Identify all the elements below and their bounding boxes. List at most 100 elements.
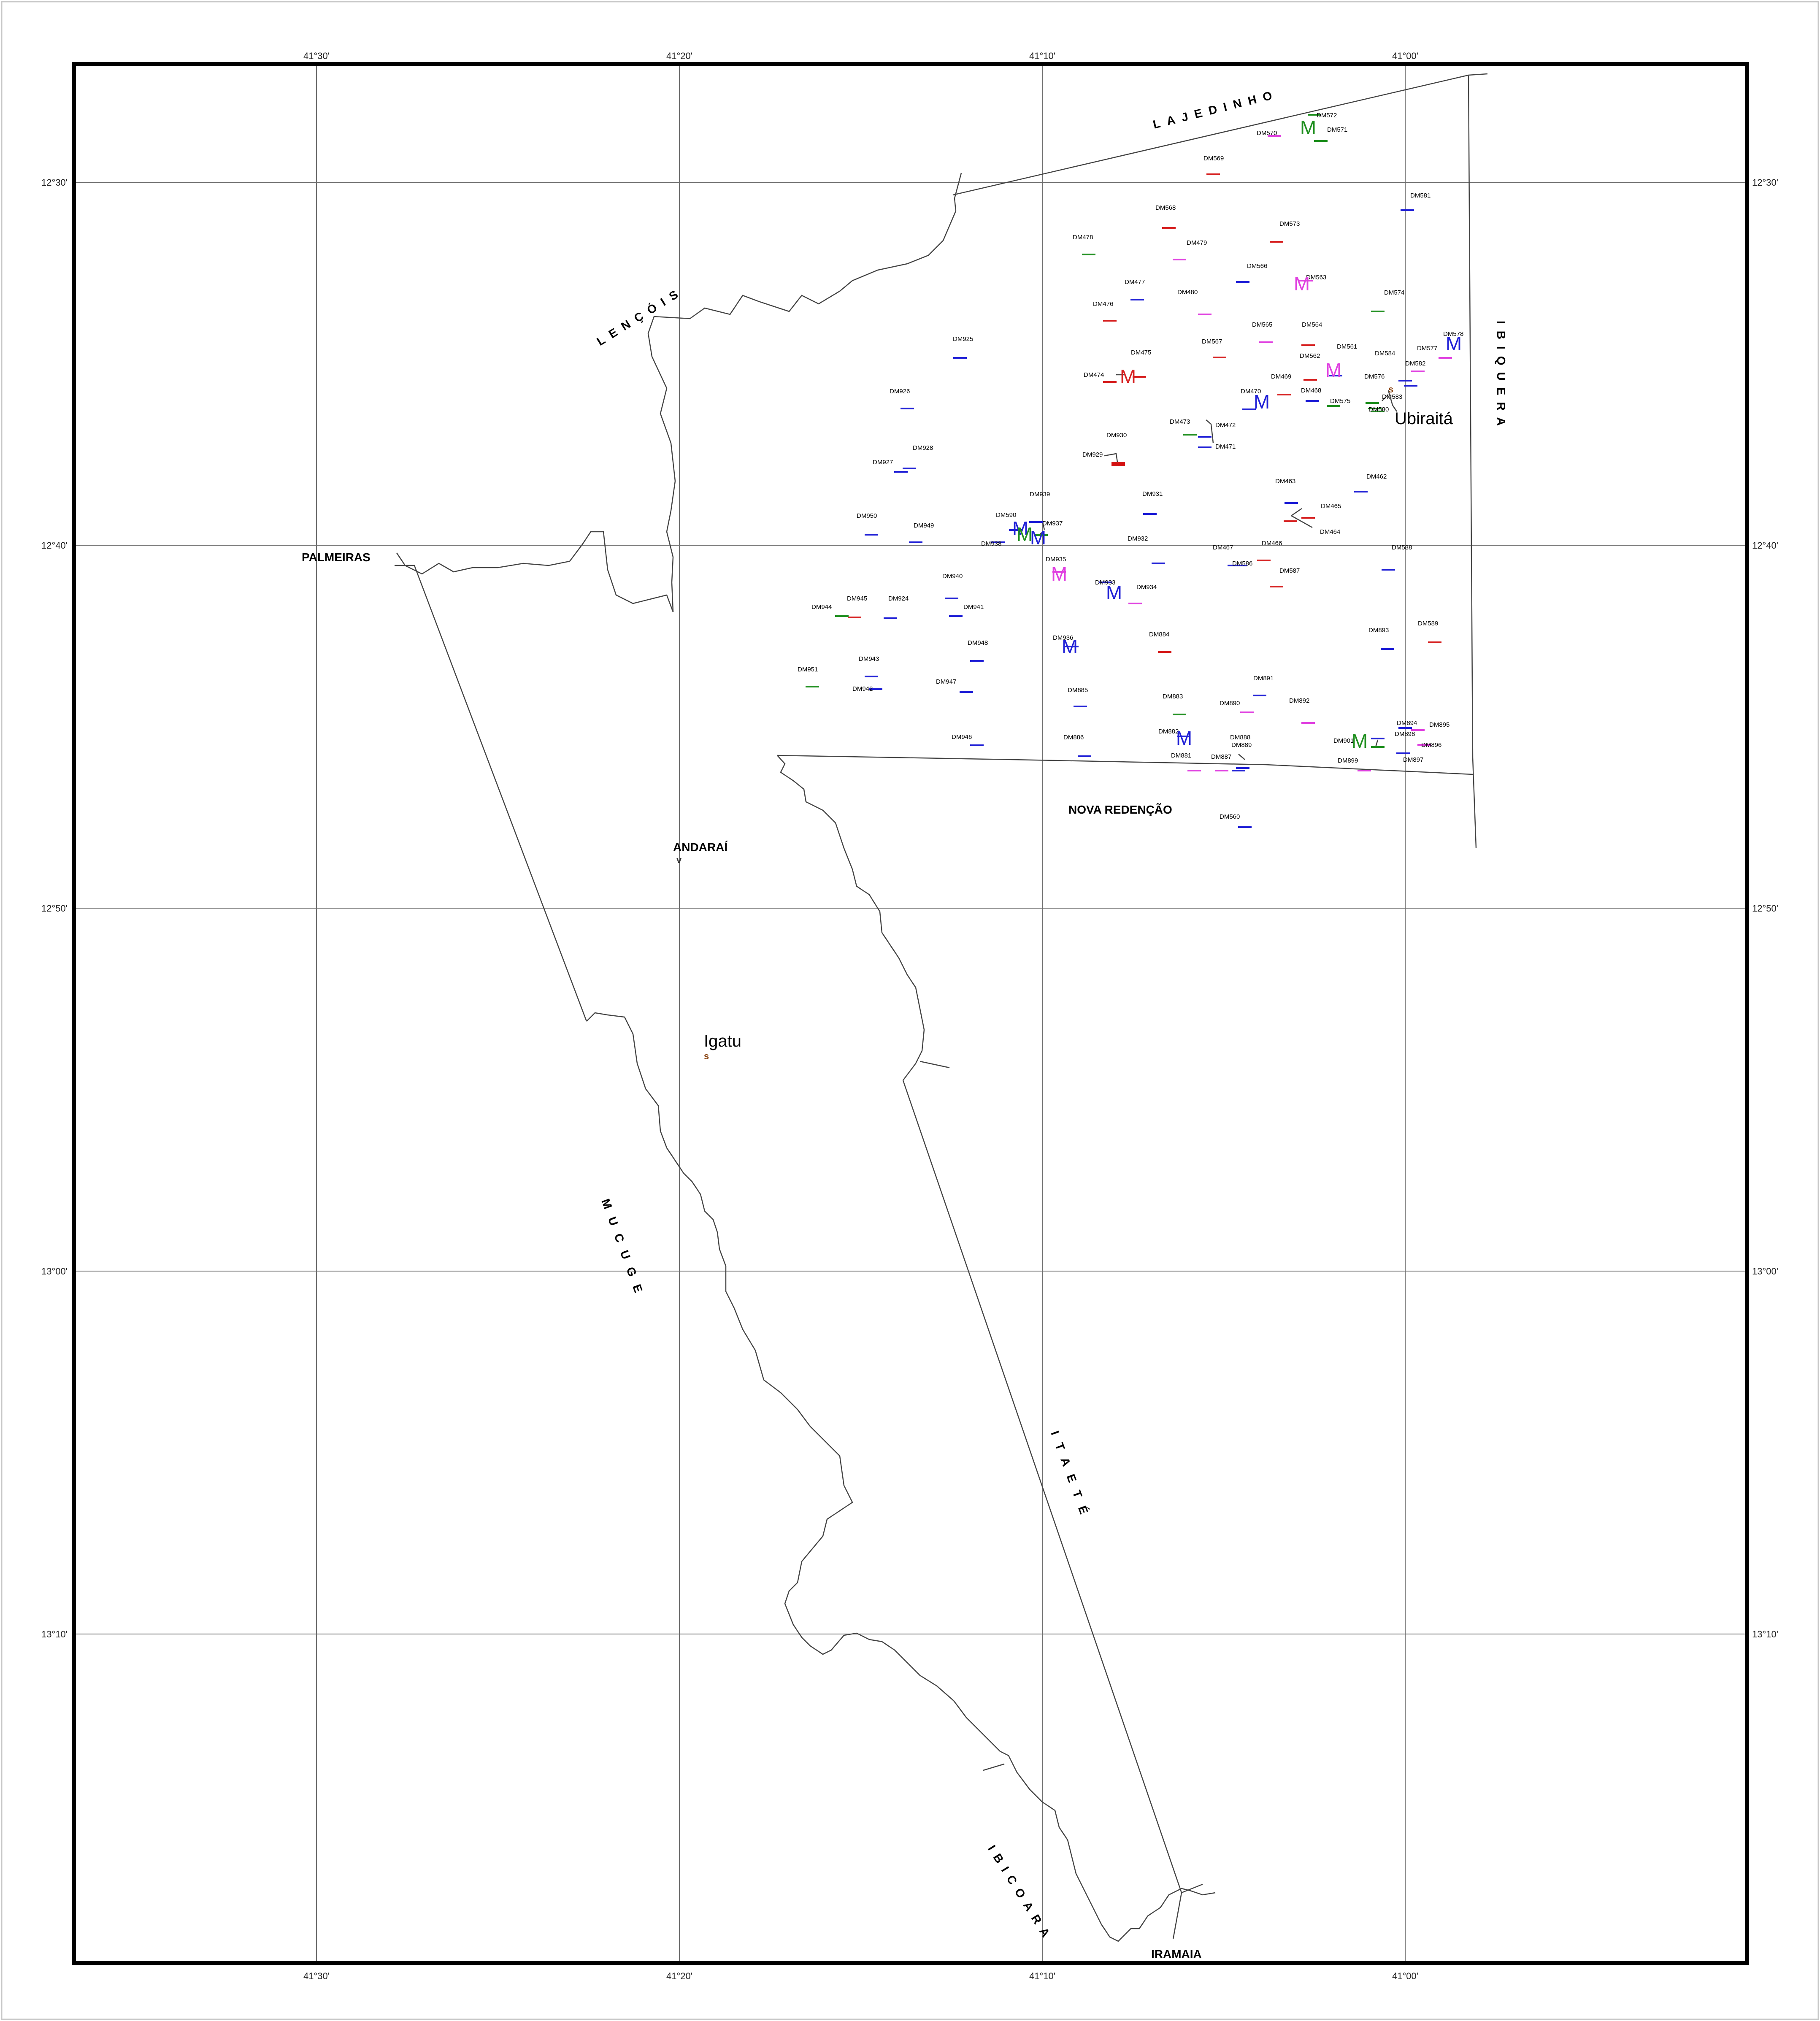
station-label: DM932: [1128, 535, 1148, 542]
station-label: DM931: [1142, 490, 1163, 498]
station-label: DM926: [890, 388, 910, 395]
mineral-marker: M: [1051, 563, 1067, 585]
station-label: DM889: [1231, 741, 1252, 749]
station-label: DM895: [1429, 721, 1450, 728]
station-label: DM941: [963, 603, 984, 611]
nova-redencao-boundary: [777, 755, 1473, 775]
station-label: DM568: [1155, 204, 1176, 211]
mineral-marker: M: [1017, 523, 1033, 545]
mineral-marker: M: [1030, 527, 1046, 549]
station-label: DM463: [1275, 478, 1295, 485]
station-label: DM894: [1397, 720, 1417, 727]
station-label: DM589: [1418, 620, 1438, 627]
lat-label: 12°50': [1752, 903, 1778, 914]
lat-label: 13°00': [1752, 1266, 1778, 1277]
longitude-labels-top: 41°30' 41°20' 41°10' 41°00': [303, 51, 1418, 61]
lon-label: 41°20': [666, 1971, 692, 1981]
station-label: DM896: [1421, 741, 1441, 749]
station-label: DM576: [1364, 373, 1385, 380]
station-label: DM928: [913, 444, 933, 452]
station-label: DM570: [1257, 130, 1277, 137]
label-lencois: LENÇÓIS: [595, 284, 686, 348]
station-label: DM561: [1337, 343, 1357, 350]
station-label: DM479: [1187, 239, 1207, 246]
station-label: DM563: [1306, 274, 1326, 281]
label-mucuge: MUCUGE: [599, 1197, 648, 1303]
leader-line: [1375, 739, 1379, 747]
mineral-marker: M: [1120, 365, 1136, 387]
label-andarai: ANDARAÍ: [673, 841, 728, 854]
igatu-symbol: s: [704, 1051, 709, 1061]
station-label: DM943: [859, 655, 879, 663]
station-label: DM578: [1443, 330, 1463, 338]
label-lajedinho: LAJEDINHO: [1152, 87, 1280, 131]
station-label: DM933: [1095, 579, 1115, 586]
station-label: DM588: [1392, 544, 1412, 551]
label-iramaia: IRAMAIA: [1151, 1948, 1202, 1961]
station-label: DM567: [1202, 338, 1222, 345]
station-label: DM892: [1289, 697, 1309, 704]
station-label: DM945: [847, 595, 867, 602]
station-label: DM464: [1320, 528, 1340, 536]
river-tick: [919, 1061, 950, 1069]
station-label: DM946: [952, 733, 972, 741]
mineral-marker: M: [1012, 517, 1028, 539]
latitude-labels-right: 12°30' 12°40' 12°50' 13°00' 13°10': [1752, 177, 1778, 1640]
station-label: DM470: [1241, 388, 1261, 395]
mineral-marker: M: [1300, 116, 1316, 138]
station-label: DM560: [1220, 813, 1240, 820]
lencois-river: [647, 173, 962, 612]
station-label: DM469: [1271, 373, 1291, 380]
leader-line: [1387, 390, 1398, 412]
station-label: DM573: [1279, 220, 1300, 227]
station-label: DM929: [1082, 451, 1103, 458]
station-label: DM586: [1232, 560, 1252, 567]
label-nova-redencao: NOVA REDENÇÃO: [1068, 803, 1172, 816]
station-label: DM881: [1171, 752, 1191, 759]
station-label: DM474: [1084, 371, 1104, 379]
station-label: DM893: [1368, 627, 1389, 634]
station-label: DM883: [1163, 693, 1183, 700]
station-label: DM465: [1321, 503, 1341, 510]
station-label: DM581: [1410, 192, 1431, 199]
station-label: DM891: [1253, 675, 1274, 682]
ibiquera-boundary: [1468, 75, 1477, 849]
station-label: DM584: [1375, 350, 1395, 357]
station-label: DM930: [1106, 432, 1127, 439]
station-layer: DM572 DM570 DM571 DM569 DM581 DM568 DM573 DM478…: [798, 112, 1463, 828]
mucuge-river: [586, 1012, 1216, 1942]
lat-label: 12°50': [41, 903, 68, 914]
station-label: DM466: [1262, 540, 1282, 547]
station-label: DM886: [1063, 734, 1084, 741]
station-label: DM924: [888, 595, 909, 602]
station-label: DM927: [873, 459, 893, 466]
palmeiras-river: [396, 531, 674, 612]
river-tick: [983, 1763, 1005, 1771]
station-label: DM564: [1302, 321, 1322, 328]
mineral-marker: M: [1446, 333, 1462, 354]
station-label: DM944: [811, 603, 832, 611]
station-label: DM936: [1053, 634, 1073, 641]
station-label: DM467: [1213, 544, 1233, 551]
station-label: DM471: [1215, 443, 1236, 450]
station-label: DM888: [1230, 734, 1250, 741]
leader-lines: [1040, 374, 1398, 760]
lon-label: 41°10': [1029, 1971, 1055, 1981]
station-label: DM590: [996, 511, 1016, 519]
lon-label: 41°30': [303, 1971, 330, 1981]
itaete-river: [777, 755, 925, 1081]
station-label: DM565: [1252, 321, 1272, 328]
station-label: DM882: [1158, 728, 1179, 735]
station-label: DM577: [1417, 345, 1437, 352]
station-label: DM935: [1046, 556, 1066, 563]
lat-label: 12°30': [41, 177, 68, 188]
lajedinho-boundary: [952, 73, 1488, 196]
station-label: DM925: [953, 335, 973, 343]
station-label: DM939: [1030, 491, 1050, 498]
latitude-labels-left: 12°30' 12°40' 12°50' 13°00' 13°10': [41, 177, 68, 1640]
station-label: DM575: [1330, 398, 1350, 405]
mineral-marker: M: [1294, 273, 1310, 295]
lat-label: 12°40': [41, 540, 68, 551]
